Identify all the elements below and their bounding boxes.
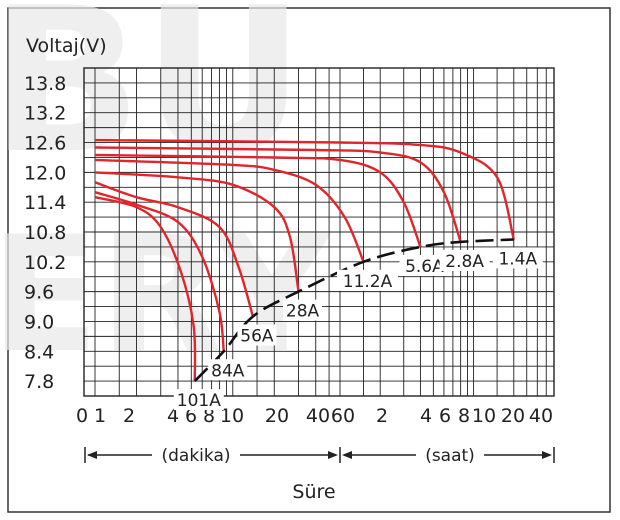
y-tick-label: 13.2 — [24, 103, 66, 125]
x-tick-label-hours: 2 — [376, 405, 388, 427]
x-tick-labels: 0 1 2 4 6 8 10 20 40 60 2 4 6 8 10 20 40 — [76, 405, 553, 427]
series-label: 28A — [286, 302, 320, 322]
series-label-bg — [283, 299, 323, 321]
series-label: 56A — [240, 326, 274, 346]
series-label: 84A — [211, 361, 245, 381]
x-tick-label-hours: 8 — [458, 405, 470, 427]
y-tick-label: 10.8 — [24, 222, 66, 244]
y-tick-labels: 13.8 13.2 12.6 12.0 11.4 10.8 10.2 9.6 9.0 8.4 7.8 — [24, 73, 66, 393]
minutes-unit-label: (dakika) — [161, 446, 230, 466]
series-label: 11.2A — [343, 272, 393, 292]
x-tick-label-hours: 4 — [420, 405, 432, 427]
x-tick-label-minutes: 2 — [123, 405, 135, 427]
discharge-curve-11-2a — [94, 158, 365, 263]
y-tick-label: 10.2 — [24, 252, 66, 274]
grid-layer — [83, 67, 555, 397]
y-tick-label: 13.8 — [24, 73, 66, 95]
series-labels: 101A 84A 56A 28A 11.2A 5.6A 2.8A 1.4A — [173, 247, 543, 411]
x-tick-label-minutes: 1 — [94, 405, 106, 427]
y-tick-label: 9.0 — [24, 311, 54, 333]
final-voltage-line — [193, 238, 514, 383]
y-tick-label: 12.6 — [24, 133, 66, 155]
y-tick-label: 8.4 — [24, 341, 54, 363]
endpoint-line-layer — [193, 238, 514, 383]
watermark-line1: BU — [0, 0, 305, 198]
discharge-curve-2-8a — [94, 146, 462, 243]
x-tick-label-hours: 10 — [472, 405, 496, 427]
x-tick-label-minutes: 6 — [185, 405, 197, 427]
series-label-bg — [399, 254, 450, 276]
minutes-right-arrow-head — [328, 451, 338, 459]
y-tick-label: 11.4 — [24, 192, 66, 214]
x-tick-label-minutes: 0 — [76, 405, 88, 427]
x-tick-label-hours: 60 — [331, 405, 355, 427]
series-label-bg — [337, 269, 399, 291]
series-label: 101A — [177, 391, 221, 411]
hours-unit-label: (saat) — [425, 446, 475, 466]
y-tick-label: 12.0 — [24, 162, 66, 184]
series-label-bg — [237, 324, 277, 346]
y-tick-label: 9.6 — [24, 282, 54, 304]
x-tick-label-hours: 20 — [501, 405, 525, 427]
x-tick-label-minutes: 8 — [203, 405, 215, 427]
series-label-bg — [492, 247, 543, 269]
series-label: 2.8A — [445, 252, 484, 272]
x-tick-label-minutes: 10 — [220, 405, 244, 427]
series-label: 5.6A — [405, 257, 444, 277]
x-tick-label-minutes: 4 — [167, 405, 179, 427]
discharge-curve-5-6a — [94, 153, 422, 248]
hours-right-arrow-head — [542, 451, 552, 459]
series-label-bg — [439, 249, 490, 271]
y-tick-label: 7.8 — [24, 371, 54, 393]
discharge-curve-84a — [94, 191, 225, 352]
minutes-left-arrow-head — [87, 451, 97, 459]
discharge-curve-1-4a — [94, 138, 515, 240]
x-axis-label: Süre — [292, 481, 335, 503]
time-unit-row: (dakika) (saat) — [84, 446, 555, 466]
discharge-curve-56a — [94, 181, 255, 317]
series-label-bg — [173, 389, 224, 411]
series-label-bg — [208, 359, 248, 381]
y-axis-label: Voltaj(V) — [26, 35, 107, 57]
x-tick-label-minutes: 20 — [265, 405, 289, 427]
discharge-curve-28a — [94, 171, 300, 292]
x-tick-label-hours: 40 — [529, 405, 553, 427]
discharge-curve-101a — [94, 196, 197, 382]
series-label: 1.4A — [498, 249, 537, 269]
discharge-curves — [94, 138, 515, 382]
x-tick-label-minutes: 40 — [306, 405, 330, 427]
x-tick-label-hours: 6 — [439, 405, 451, 427]
